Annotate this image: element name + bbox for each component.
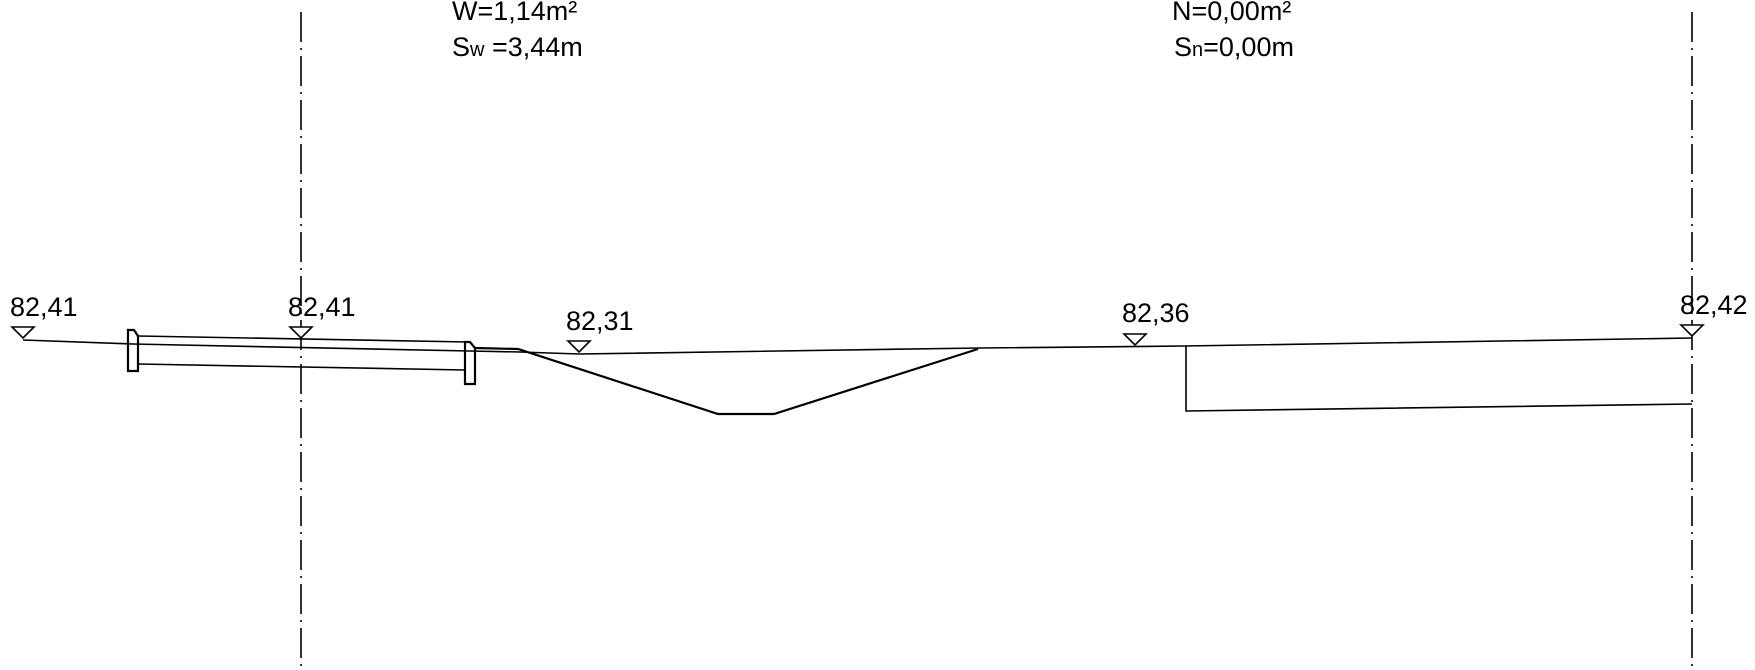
left-length-label: Sw =3,44m (452, 32, 583, 62)
sidewalk-top-line (137, 335, 470, 343)
elevation-marker-2 (288, 326, 314, 340)
elevation-marker-3 (566, 340, 592, 354)
sidewalk-bottom-line (137, 363, 466, 371)
elevation-label-5: 82,42 (1680, 290, 1748, 320)
right-length-label: Sn=0,00m (1174, 32, 1294, 62)
elevation-label-3: 82,31 (566, 306, 634, 336)
ditch-profile (474, 346, 979, 416)
terrain-line (22, 337, 1693, 355)
right-curb (463, 340, 477, 386)
right-area-label: N=0,00m² (1172, 0, 1291, 26)
elevation-marker-4 (1122, 333, 1148, 347)
elevation-label-4: 82,36 (1122, 298, 1190, 328)
elevation-label-1: 82,41 (10, 292, 78, 322)
elevation-label-2: 82,41 (288, 292, 356, 322)
left-area-label: W=1,14m² (452, 0, 577, 26)
elevation-marker-5 (1679, 324, 1705, 338)
road-structure-outline (1185, 346, 1693, 412)
elevation-marker-1 (10, 326, 36, 340)
left-curb (126, 328, 140, 373)
